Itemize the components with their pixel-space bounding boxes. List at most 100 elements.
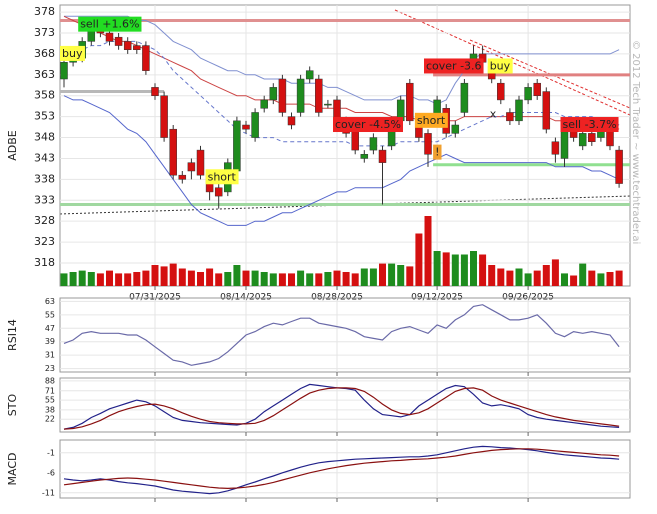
volume-bar	[524, 273, 532, 286]
candle-body	[60, 62, 68, 80]
volume-bar	[160, 266, 168, 286]
volume-bar	[297, 270, 305, 286]
signal-label: buy	[490, 59, 511, 72]
candle-body	[406, 82, 414, 122]
volume-bar	[451, 254, 459, 286]
candle-body	[196, 149, 205, 176]
volume-bar	[470, 251, 477, 286]
y-tick-label: 55	[45, 310, 55, 319]
y-tick-label: 363	[34, 68, 55, 81]
volume-bar	[324, 272, 332, 286]
signal: cover -3.6	[424, 58, 484, 74]
volume-bar	[151, 265, 159, 286]
candle-body	[615, 149, 623, 184]
candle-body	[178, 174, 187, 180]
candle-body	[214, 187, 223, 197]
volume-bar	[224, 272, 232, 286]
y-tick-label: 328	[34, 214, 55, 227]
signal: short	[205, 169, 239, 185]
panel-frame	[59, 297, 631, 373]
y-tick-label: 358	[34, 89, 55, 102]
volume-bar	[588, 270, 596, 286]
y-tick-label: -11	[42, 488, 55, 497]
signal-label: cover -3.6	[426, 59, 482, 72]
signal-label: cover -4.5%	[335, 118, 401, 131]
volume-bar	[606, 272, 614, 286]
volume-bar	[87, 272, 95, 286]
candle-body	[351, 128, 359, 151]
signal-box	[78, 16, 142, 32]
volume-bar	[60, 273, 68, 286]
candle-body	[242, 124, 250, 130]
volume-bar	[542, 265, 550, 286]
indicator-line	[63, 387, 620, 430]
volume-bar	[69, 272, 77, 286]
y-tick-label: 88	[45, 376, 55, 385]
volume-bar	[579, 263, 587, 286]
candle-body	[123, 41, 132, 50]
y-tick-label: 71	[45, 386, 55, 395]
candle-body	[305, 70, 314, 80]
volume-bar	[342, 272, 350, 286]
volume-bar	[288, 273, 295, 286]
volume-bar	[397, 265, 405, 286]
watermark: © 2012 Tech Trader ~ www.techtrader.ai	[630, 40, 641, 244]
candle-body	[296, 78, 305, 113]
candle-body	[287, 116, 296, 126]
candle-body	[551, 141, 560, 155]
y-tick-label: 323	[34, 235, 55, 248]
signal: sell +1.6%	[78, 16, 142, 32]
signal-label: short	[417, 114, 446, 127]
panel-frame	[59, 439, 631, 499]
candle-body	[315, 78, 323, 113]
y-tick-label: 31	[45, 351, 55, 360]
volume-bar	[197, 272, 204, 286]
y-tick-label: 22	[45, 415, 55, 424]
volume-bar	[306, 273, 314, 286]
candle-body	[160, 95, 168, 138]
candle-body	[260, 99, 268, 109]
volume-bar	[269, 273, 277, 286]
volume-bar	[406, 266, 414, 286]
signal: x	[490, 108, 497, 121]
candle-body	[142, 45, 150, 71]
panel-frame	[59, 377, 631, 433]
signal-label: short	[208, 170, 237, 183]
candle-body	[542, 91, 551, 130]
candle-body	[378, 149, 387, 163]
volume-bar	[142, 270, 150, 286]
signal: short	[414, 112, 448, 128]
volume-bar	[333, 270, 341, 286]
y-tick-label: 55	[45, 396, 55, 405]
signal-box	[333, 117, 403, 133]
y-tick-label: 373	[34, 26, 55, 39]
volume-bar	[251, 270, 259, 286]
candle-body	[506, 112, 514, 122]
candle-body	[360, 154, 369, 159]
volume-bar	[551, 259, 559, 286]
y-tick-label: 348	[34, 131, 55, 144]
volume-bar	[206, 268, 214, 286]
overlay-line	[63, 15, 620, 130]
overlay-line	[64, 15, 620, 105]
volume-bar	[78, 270, 86, 286]
signal-box	[433, 144, 442, 160]
y-tick-label: -6	[47, 468, 55, 477]
volume-bar	[242, 270, 250, 286]
volume-bar	[187, 270, 195, 286]
y-tick-label: 338	[34, 172, 55, 185]
volume-bar	[106, 270, 113, 286]
volume-bar	[433, 251, 441, 286]
volume-bar	[515, 268, 523, 286]
candle-body	[515, 99, 523, 122]
y-axis-label: STO	[6, 393, 19, 416]
indicator-line	[63, 304, 620, 366]
volume-bar	[124, 273, 132, 286]
volume-bar	[379, 263, 386, 286]
signal: buy	[60, 45, 85, 61]
indicator-line	[63, 448, 620, 490]
overlay-line	[64, 40, 620, 147]
signal-label: buy	[62, 47, 83, 60]
signal-box	[205, 169, 239, 185]
